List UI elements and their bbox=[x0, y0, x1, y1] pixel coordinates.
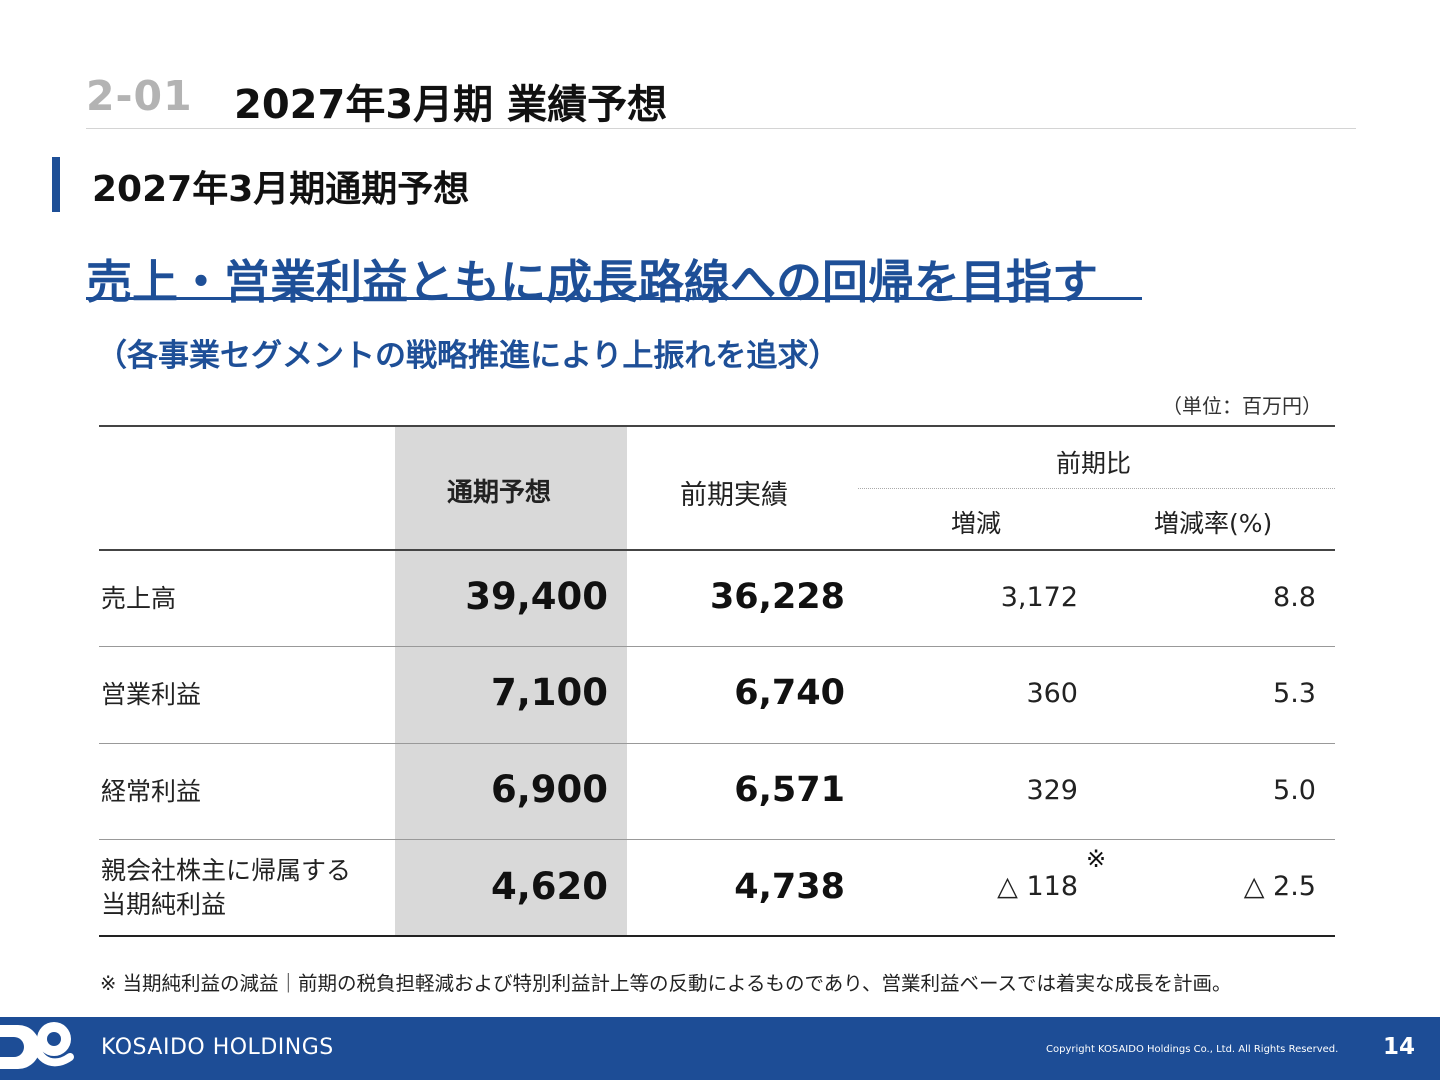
previous-value: 6,740 bbox=[734, 673, 845, 713]
section-accent-bar bbox=[52, 157, 60, 212]
comparison-dotted-divider bbox=[858, 488, 1335, 489]
table-row-divider bbox=[99, 743, 1335, 744]
table-row: 営業利益 7,100 6,740 360 5.3 bbox=[0, 647, 1440, 743]
table-row-divider bbox=[99, 839, 1335, 840]
column-header-change: 増減 bbox=[951, 509, 1002, 538]
column-header-comparison: 前期比 bbox=[1056, 449, 1132, 478]
table-row: 売上高 39,400 36,228 3,172 8.8 bbox=[0, 551, 1440, 647]
table-row-divider bbox=[99, 646, 1335, 647]
row-label-line2: 当期純利益 bbox=[101, 890, 227, 919]
previous-value: 4,738 bbox=[734, 867, 845, 907]
change-rate-value: △ 2.5 bbox=[1243, 871, 1316, 902]
footnote: ※ 当期純利益の減益｜前期の税負担軽減および特別利益計上等の反動によるものであり… bbox=[100, 972, 1232, 995]
column-header-change-rate: 増減率(%) bbox=[1154, 509, 1273, 538]
headline: 売上・営業利益ともに成長路線への回帰を目指す bbox=[86, 255, 1098, 309]
forecast-value: 6,900 bbox=[490, 768, 608, 811]
change-value: △ 118 bbox=[997, 871, 1078, 902]
column-header-previous: 前期実績 bbox=[680, 480, 788, 511]
change-value: 360 bbox=[1026, 678, 1078, 709]
headline-underline bbox=[86, 297, 1142, 300]
page-title: 2027年3月期 業績予想 bbox=[234, 82, 668, 128]
table-bottom-rule bbox=[99, 935, 1335, 937]
slide-header: 2-01 2027年3月期 業績予想 bbox=[86, 70, 1356, 129]
forecast-value: 39,400 bbox=[465, 575, 608, 618]
section-number: 2-01 bbox=[86, 72, 193, 120]
forecast-column-highlight bbox=[395, 427, 627, 937]
row-label: 売上高 bbox=[101, 584, 177, 613]
table-row: 経常利益 6,900 6,571 329 5.0 bbox=[0, 744, 1440, 840]
table-top-rule bbox=[99, 425, 1335, 427]
change-value: 329 bbox=[1026, 775, 1078, 806]
page-number: 14 bbox=[1383, 1034, 1416, 1060]
subheadline: （各事業セグメントの戦略推進により上振れを追求） bbox=[96, 338, 840, 374]
copyright-text: Copyright KOSAIDO Holdings Co., Ltd. All… bbox=[1046, 1044, 1339, 1055]
row-label: 営業利益 bbox=[101, 680, 202, 709]
table-row: 親会社株主に帰属する 当期純利益 4,620 4,738 △ 118 △ 2.5 bbox=[0, 840, 1440, 936]
previous-value: 6,571 bbox=[734, 770, 845, 810]
change-rate-value: 5.3 bbox=[1273, 678, 1316, 709]
forecast-value: 7,100 bbox=[490, 671, 608, 714]
company-logo-icon bbox=[0, 1022, 74, 1069]
section-title: 2027年3月期通期予想 bbox=[92, 169, 470, 210]
change-value: 3,172 bbox=[1000, 582, 1078, 613]
previous-value: 36,228 bbox=[709, 577, 845, 617]
column-header-forecast: 通期予想 bbox=[447, 478, 552, 508]
forecast-value: 4,620 bbox=[490, 865, 608, 908]
unit-note: （単位：百万円） bbox=[1162, 394, 1322, 418]
row-label-line1: 親会社株主に帰属する bbox=[101, 856, 352, 885]
footer: KOSAIDO HOLDINGS Copyright KOSAIDO Holdi… bbox=[0, 1017, 1440, 1080]
company-name: KOSAIDO HOLDINGS bbox=[101, 1035, 334, 1060]
row-label: 経常利益 bbox=[101, 777, 202, 806]
change-rate-value: 8.8 bbox=[1273, 582, 1316, 613]
footnote-reference-mark: ※ bbox=[1086, 845, 1107, 873]
change-rate-value: 5.0 bbox=[1273, 775, 1316, 806]
table-header-rule bbox=[99, 549, 1335, 551]
